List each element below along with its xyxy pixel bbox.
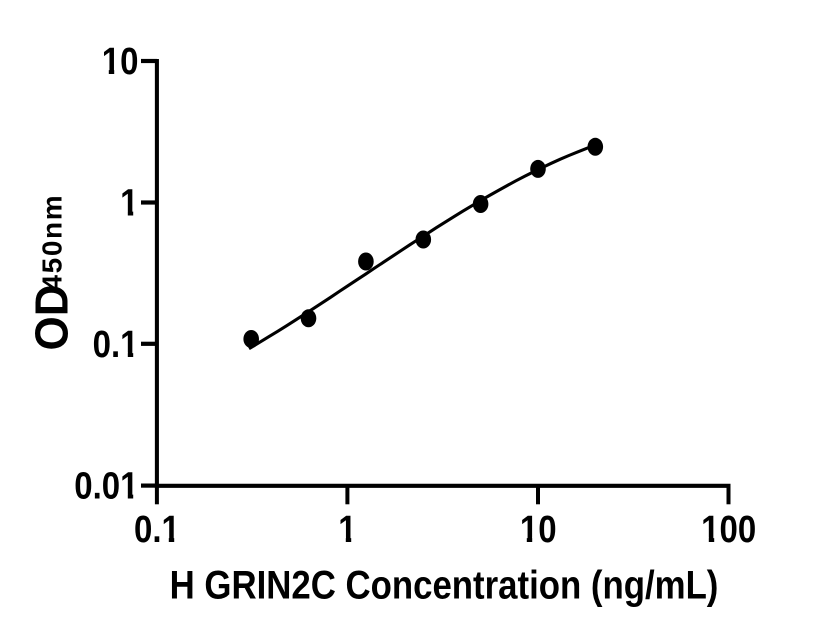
svg-text:1: 1 bbox=[338, 508, 356, 551]
svg-text:1: 1 bbox=[120, 181, 138, 224]
svg-text:0.1: 0.1 bbox=[93, 323, 139, 366]
svg-text:10: 10 bbox=[520, 508, 557, 551]
svg-text:OD450nm: OD450nm bbox=[26, 194, 78, 351]
svg-text:10: 10 bbox=[102, 40, 139, 83]
svg-text:H GRIN2C Concentration (ng/mL): H GRIN2C Concentration (ng/mL) bbox=[170, 562, 719, 607]
svg-text:0.01: 0.01 bbox=[74, 465, 138, 508]
svg-text:0.1: 0.1 bbox=[134, 508, 180, 551]
svg-text:100: 100 bbox=[701, 508, 756, 551]
